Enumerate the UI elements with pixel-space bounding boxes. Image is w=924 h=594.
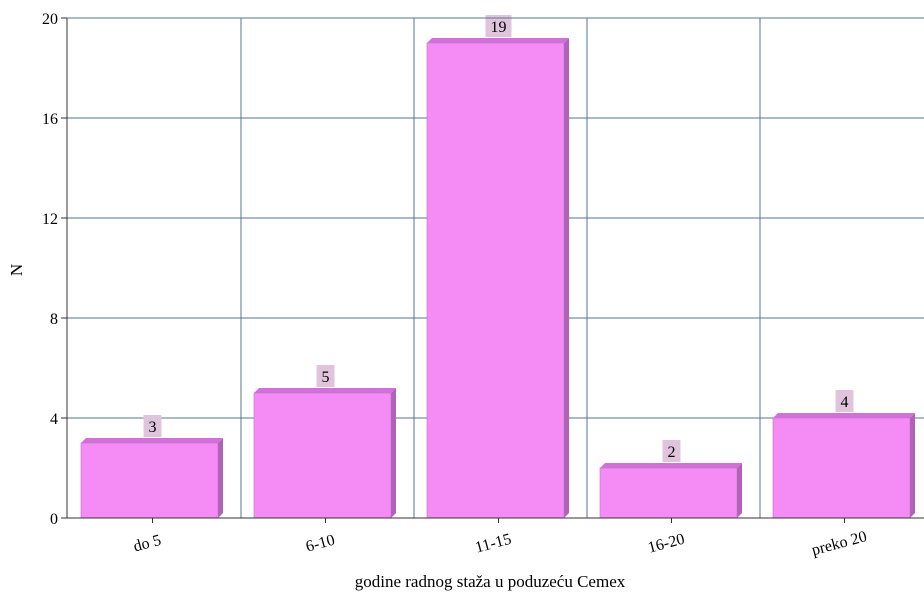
y-tick-label: 4 xyxy=(50,411,58,428)
data-label: 19 xyxy=(491,19,507,36)
bar-11-15: 19 xyxy=(426,15,569,519)
bars: 3 5 19 2 4 xyxy=(80,15,915,519)
bar-top xyxy=(254,388,396,393)
y-tick-label: 12 xyxy=(42,211,58,228)
x-tick-label: 16-20 xyxy=(646,531,686,557)
y-axis-title: N xyxy=(7,264,26,276)
data-label-box xyxy=(143,415,162,437)
y-tick-label: 20 xyxy=(42,11,58,28)
bar-top xyxy=(773,413,915,418)
bar-6-10: 5 xyxy=(253,365,396,519)
y-tick-label: 16 xyxy=(42,111,58,128)
data-label-box xyxy=(835,390,854,412)
axes xyxy=(61,17,924,523)
bar-side xyxy=(910,413,915,518)
bar-front xyxy=(426,42,565,519)
y-tick-label: 0 xyxy=(50,511,58,528)
data-label-box xyxy=(316,365,335,387)
data-label: 3 xyxy=(149,419,157,436)
data-label: 5 xyxy=(322,369,330,386)
bar-side xyxy=(218,438,223,518)
bar-top xyxy=(427,38,569,43)
bar-side xyxy=(564,38,569,518)
y-tick-label: 8 xyxy=(50,311,58,328)
bar-front xyxy=(80,442,219,519)
x-axis-title: godine radnog staža u poduzeću Cemex xyxy=(355,572,626,591)
bar-front xyxy=(599,467,738,519)
bar-side xyxy=(391,388,396,518)
data-label: 4 xyxy=(841,394,849,411)
bar-side xyxy=(737,463,742,518)
data-label-box xyxy=(485,15,512,37)
bar-do-5: 3 xyxy=(80,415,223,519)
x-tick-label: 11-15 xyxy=(473,531,513,557)
bar-front xyxy=(772,417,911,519)
bar-16-20: 2 xyxy=(599,440,742,519)
x-tick-label: 6-10 xyxy=(304,532,337,556)
x-tick-label: do 5 xyxy=(132,532,163,556)
bar-top xyxy=(81,438,223,443)
bar-front xyxy=(253,392,392,519)
bar-top xyxy=(600,463,742,468)
x-tick-label: preko 20 xyxy=(810,528,869,559)
bar-preko-20: 4 xyxy=(772,390,915,519)
data-label-box xyxy=(662,440,681,462)
data-label: 2 xyxy=(668,444,676,461)
